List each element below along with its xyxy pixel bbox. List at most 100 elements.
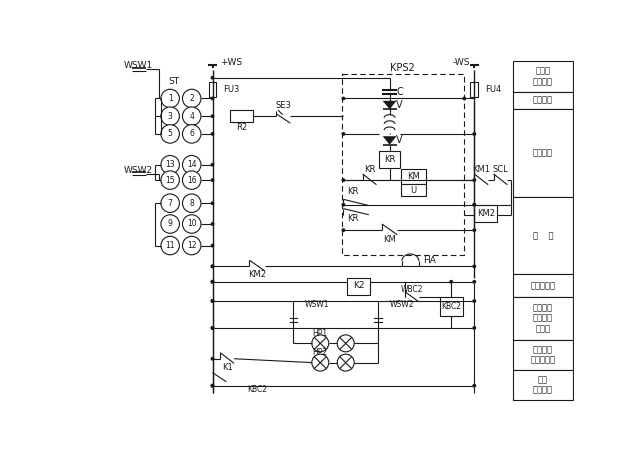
Circle shape — [182, 89, 201, 108]
Circle shape — [161, 171, 179, 189]
Circle shape — [211, 243, 214, 248]
Text: 3: 3 — [168, 111, 173, 121]
Text: WSW1: WSW1 — [124, 61, 153, 70]
Bar — [513, 339, 573, 370]
Text: WSW2: WSW2 — [390, 300, 414, 309]
Text: KPS2: KPS2 — [390, 63, 415, 73]
Circle shape — [211, 96, 214, 101]
Text: 14: 14 — [187, 160, 196, 169]
Circle shape — [161, 125, 179, 143]
Text: 8: 8 — [189, 199, 194, 208]
Circle shape — [342, 132, 346, 136]
Text: SE3: SE3 — [275, 101, 291, 110]
Circle shape — [342, 178, 346, 182]
Text: KM2: KM2 — [477, 209, 495, 218]
Circle shape — [161, 236, 179, 255]
Circle shape — [182, 236, 201, 255]
Circle shape — [161, 215, 179, 233]
Circle shape — [337, 354, 354, 371]
Text: HP1: HP1 — [313, 329, 328, 338]
Text: 6: 6 — [189, 129, 194, 138]
Text: 2: 2 — [189, 94, 194, 103]
Text: HP2: HP2 — [313, 348, 328, 357]
Text: 1: 1 — [168, 94, 173, 103]
Circle shape — [211, 114, 214, 118]
Circle shape — [211, 280, 214, 283]
Text: KM1: KM1 — [472, 165, 490, 174]
Text: K1: K1 — [221, 364, 232, 373]
Text: +WS: +WS — [220, 58, 243, 67]
Text: KM2: KM2 — [248, 269, 266, 278]
Text: 解除按鈕: 解除按鈕 — [533, 148, 553, 157]
Circle shape — [472, 203, 476, 207]
Bar — [230, 110, 253, 122]
Text: KM: KM — [407, 172, 420, 181]
Circle shape — [211, 178, 214, 182]
Circle shape — [211, 264, 214, 268]
Circle shape — [211, 163, 214, 167]
Circle shape — [472, 178, 476, 182]
Circle shape — [472, 326, 476, 330]
Text: WBC2: WBC2 — [401, 285, 423, 294]
Circle shape — [182, 125, 201, 143]
Circle shape — [161, 194, 179, 212]
Circle shape — [342, 228, 346, 232]
Circle shape — [211, 326, 214, 330]
Text: KBC2: KBC2 — [247, 385, 267, 394]
Bar — [379, 151, 401, 168]
Text: 5: 5 — [168, 129, 173, 138]
Circle shape — [211, 326, 214, 330]
Circle shape — [462, 96, 466, 101]
Polygon shape — [383, 136, 397, 145]
Bar — [348, 278, 371, 295]
Circle shape — [342, 203, 346, 207]
Bar — [513, 370, 573, 399]
Circle shape — [211, 132, 214, 136]
Circle shape — [472, 132, 476, 136]
Bar — [513, 297, 573, 339]
Text: HA: HA — [424, 257, 436, 265]
Circle shape — [211, 264, 214, 268]
Text: U: U — [410, 186, 417, 195]
Text: KBC2: KBC2 — [441, 302, 461, 311]
Text: 监察维电器: 监察维电器 — [531, 281, 556, 290]
Circle shape — [472, 203, 476, 207]
Text: ST: ST — [168, 77, 180, 86]
Circle shape — [449, 280, 453, 283]
Text: V: V — [396, 135, 403, 145]
Circle shape — [211, 222, 214, 226]
Text: 控制
回路断线: 控制 回路断线 — [533, 375, 553, 394]
Bar — [513, 108, 573, 197]
Circle shape — [472, 264, 476, 268]
Text: 试验按鈕: 试验按鈕 — [533, 96, 553, 105]
Text: 小母线
及燕断器: 小母线 及燕断器 — [533, 66, 553, 86]
Circle shape — [211, 299, 214, 303]
Text: C: C — [396, 86, 403, 96]
Circle shape — [182, 215, 201, 233]
Circle shape — [211, 299, 214, 303]
Bar — [474, 205, 497, 222]
Bar — [440, 297, 463, 316]
Text: V: V — [396, 100, 403, 110]
Text: 12: 12 — [187, 241, 196, 250]
Circle shape — [161, 89, 179, 108]
Text: WSW2: WSW2 — [124, 166, 153, 175]
Text: SCL: SCL — [493, 165, 508, 174]
Text: -WS: -WS — [453, 58, 470, 67]
Text: 7: 7 — [168, 199, 173, 208]
Text: FU4: FU4 — [485, 85, 501, 94]
Bar — [470, 81, 478, 97]
Circle shape — [312, 335, 329, 352]
Text: KR: KR — [364, 165, 375, 174]
Text: KR: KR — [347, 214, 358, 223]
Bar — [401, 168, 426, 184]
Circle shape — [472, 228, 476, 232]
Circle shape — [211, 384, 214, 388]
Circle shape — [182, 156, 201, 174]
Text: 13: 13 — [165, 160, 175, 169]
Polygon shape — [383, 101, 397, 109]
Text: R2: R2 — [236, 123, 247, 132]
Circle shape — [312, 354, 329, 371]
Circle shape — [211, 76, 214, 80]
Bar — [209, 81, 216, 97]
